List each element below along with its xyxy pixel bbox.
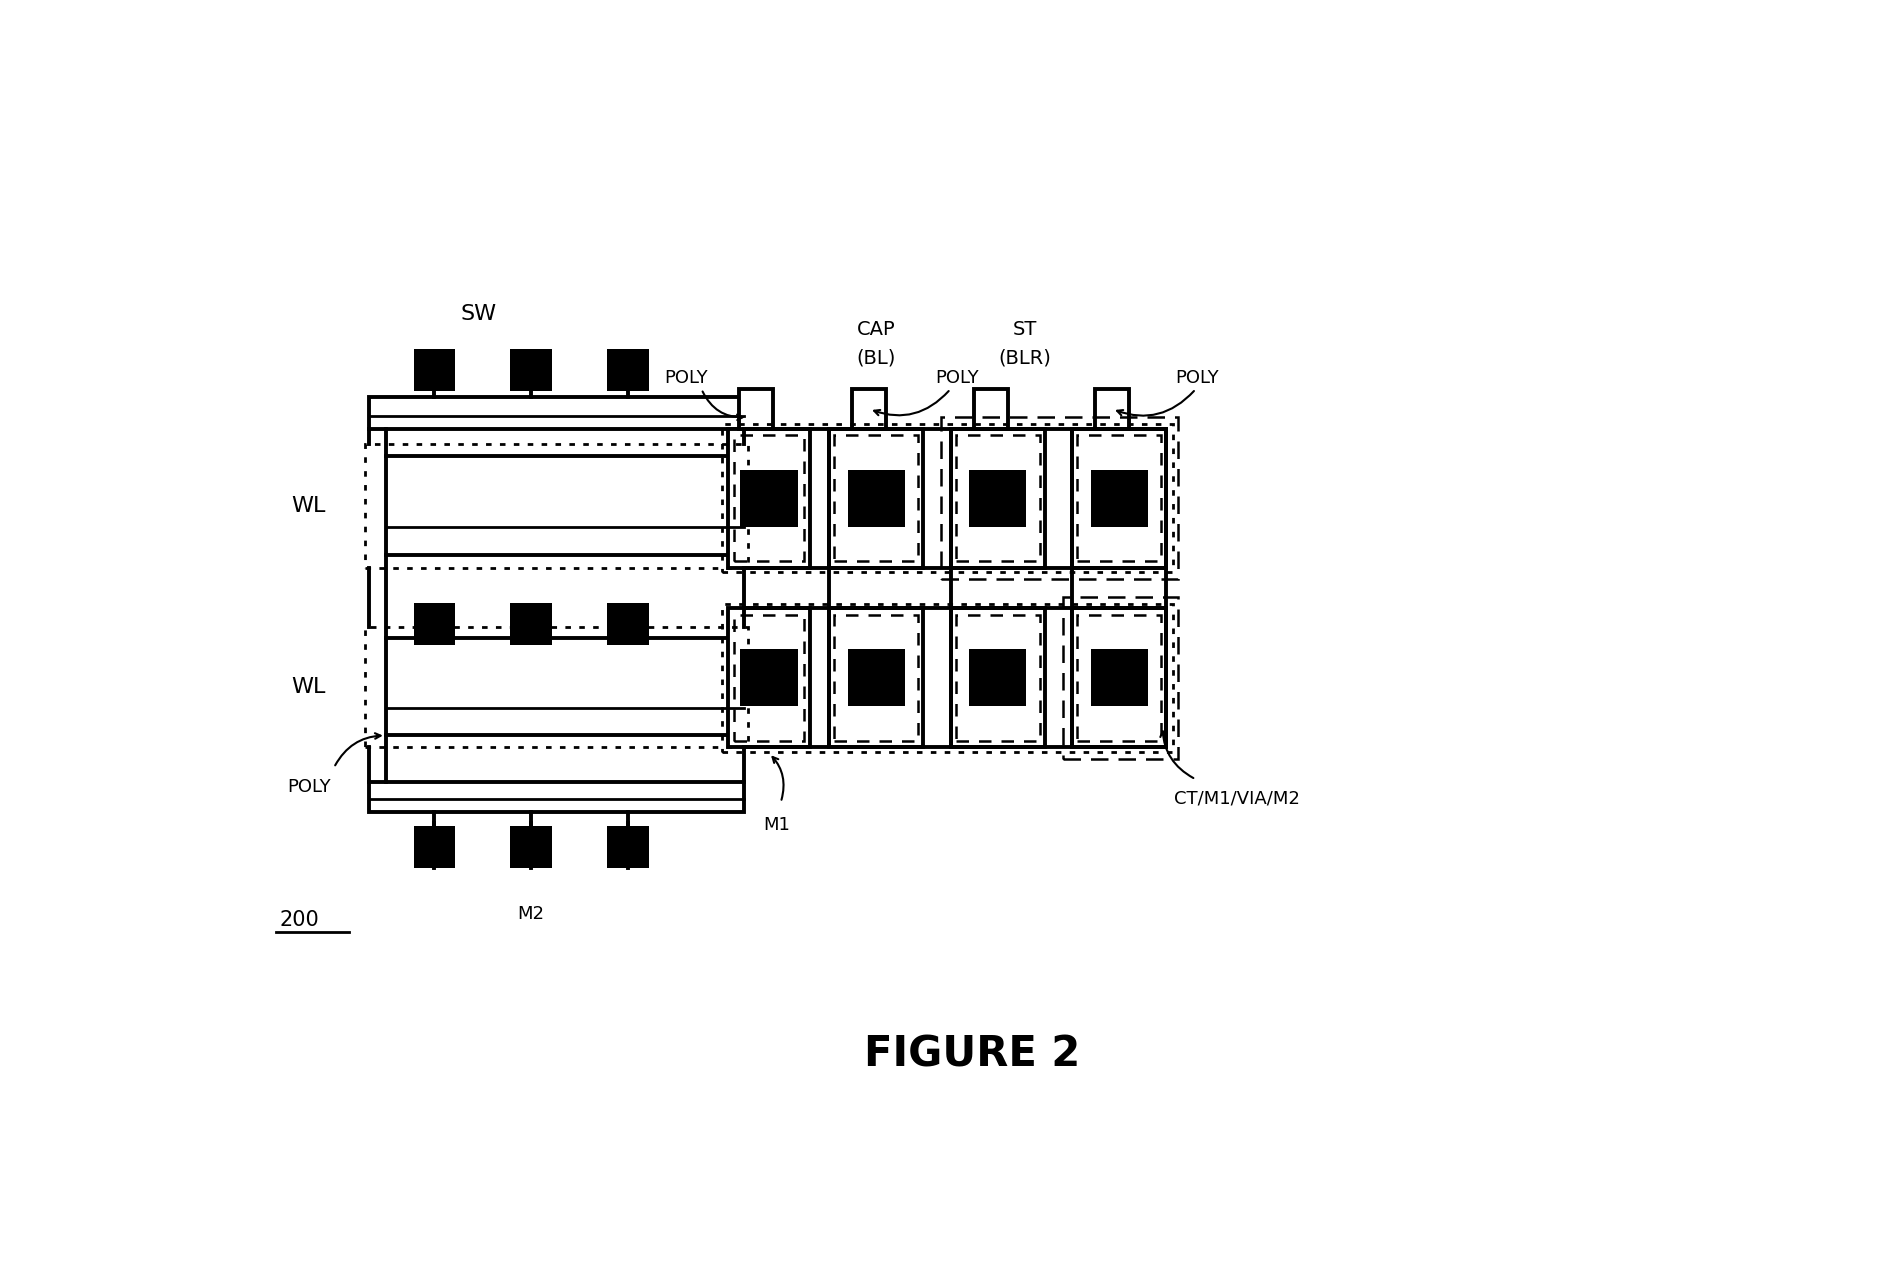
Bar: [835, 435, 918, 562]
Bar: [829, 429, 924, 568]
Text: POLY: POLY: [1176, 368, 1220, 387]
Bar: [1072, 608, 1167, 748]
Bar: [607, 603, 649, 645]
Bar: [829, 608, 924, 748]
Bar: [950, 429, 1045, 568]
Text: CAP: CAP: [857, 320, 895, 339]
Bar: [607, 349, 649, 391]
Bar: [510, 826, 552, 868]
Bar: [1091, 649, 1148, 706]
Bar: [848, 469, 905, 526]
Bar: [941, 417, 1178, 579]
Bar: [956, 615, 1040, 741]
Bar: [414, 603, 455, 645]
Bar: [1077, 435, 1161, 562]
Bar: [728, 608, 810, 748]
Text: 200: 200: [279, 910, 319, 930]
Bar: [740, 469, 799, 526]
Bar: [1072, 429, 1167, 568]
Bar: [738, 388, 772, 429]
Bar: [734, 615, 804, 741]
Bar: [734, 435, 804, 562]
Bar: [973, 388, 1007, 429]
Bar: [1095, 388, 1129, 429]
Text: POLY: POLY: [288, 778, 332, 796]
Text: ST: ST: [1013, 320, 1038, 339]
Bar: [368, 782, 744, 812]
Bar: [848, 649, 905, 706]
Text: (BLR): (BLR): [998, 348, 1051, 367]
Bar: [1062, 597, 1178, 759]
Bar: [510, 349, 552, 391]
Bar: [740, 649, 799, 706]
Bar: [364, 627, 747, 748]
Bar: [723, 603, 1172, 751]
Bar: [1091, 469, 1148, 526]
Bar: [969, 649, 1026, 706]
Text: M2: M2: [518, 904, 544, 923]
Bar: [835, 615, 918, 741]
Bar: [414, 826, 455, 868]
Bar: [368, 397, 744, 429]
Bar: [723, 424, 1172, 572]
Text: (BL): (BL): [857, 348, 895, 367]
Text: WL: WL: [292, 496, 326, 516]
Text: SW: SW: [461, 304, 497, 324]
Bar: [950, 608, 1045, 748]
Bar: [385, 455, 744, 554]
Bar: [385, 639, 744, 735]
Bar: [956, 435, 1040, 562]
Text: CT/M1/VIA/M2: CT/M1/VIA/M2: [1174, 789, 1299, 807]
Text: POLY: POLY: [664, 368, 708, 387]
Bar: [607, 826, 649, 868]
Bar: [969, 469, 1026, 526]
Bar: [414, 349, 455, 391]
Bar: [852, 388, 886, 429]
Text: FIGURE 2: FIGURE 2: [865, 1034, 1079, 1075]
Bar: [728, 429, 810, 568]
Text: WL: WL: [292, 677, 326, 697]
Text: M1: M1: [763, 816, 791, 835]
Bar: [1077, 615, 1161, 741]
Bar: [364, 444, 747, 568]
Bar: [510, 603, 552, 645]
Text: POLY: POLY: [935, 368, 979, 387]
